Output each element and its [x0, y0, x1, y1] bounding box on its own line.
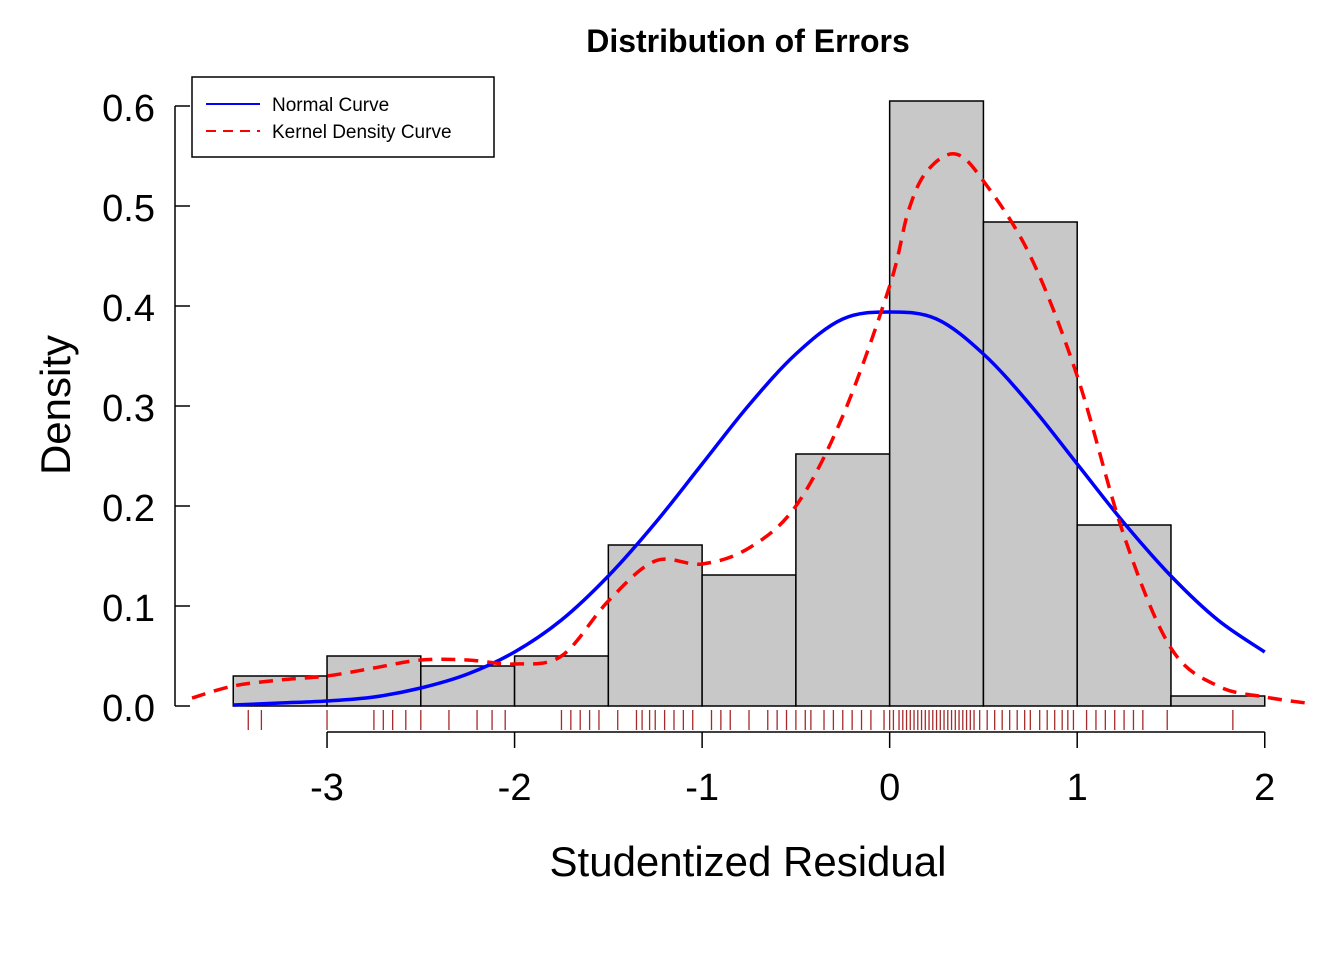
- y-tick-label: 0.1: [102, 588, 155, 630]
- legend-box: [191, 76, 495, 158]
- x-tick-label: 0: [879, 767, 900, 809]
- y-tick-label: 0.2: [102, 488, 155, 530]
- legend-label-normal: Normal Curve: [272, 95, 389, 116]
- legend-label-kernel: Kernel Density Curve: [272, 122, 452, 143]
- histogram-bar: [888, 100, 985, 707]
- x-tick-label: 2: [1254, 767, 1275, 809]
- histogram-bar: [1170, 695, 1266, 707]
- x-tick-label: -3: [310, 767, 344, 809]
- chart-title: Distribution of Errors: [586, 23, 910, 59]
- histogram-bar: [701, 574, 797, 707]
- curves-layer: [191, 152, 1307, 707]
- x-tick-label: -1: [685, 767, 719, 809]
- y-tick-label: 0.5: [102, 188, 155, 230]
- histogram-bar: [513, 655, 610, 707]
- rug-layer: [247, 710, 1234, 730]
- y-tick-label: 0.6: [102, 88, 155, 130]
- histogram-bar: [1076, 524, 1172, 707]
- normal-curve: [233, 310, 1266, 707]
- histogram-bar: [607, 544, 703, 707]
- x-axis-title: Studentized Residual: [550, 838, 947, 885]
- legend: Normal Curve Kernel Density Curve: [191, 76, 495, 158]
- x-axis: -3 -2 -1 0 1 2: [310, 731, 1275, 809]
- y-tick-label: 0.4: [102, 288, 155, 330]
- x-tick-label: -2: [498, 767, 532, 809]
- y-axis-title: Density: [32, 335, 79, 475]
- y-tick-label: 0.0: [102, 688, 155, 730]
- bars-layer: [232, 100, 1266, 707]
- y-tick-label: 0.3: [102, 388, 155, 430]
- histogram-bar: [795, 453, 891, 707]
- kernel-density-curve: [191, 152, 1307, 705]
- histogram-bar: [232, 675, 328, 707]
- y-axis: 0.0 0.1 0.2 0.3 0.4 0.5 0.6: [102, 88, 190, 730]
- histogram-bar: [982, 221, 1078, 707]
- x-tick-label: 1: [1067, 767, 1088, 809]
